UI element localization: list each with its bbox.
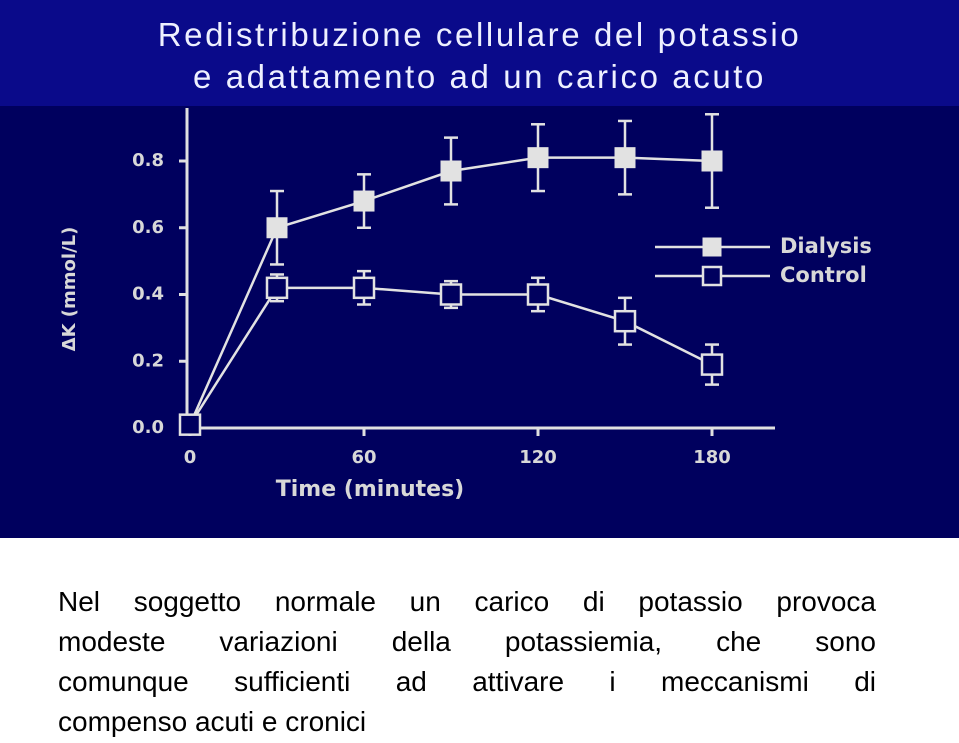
y-axis-label: ΔK (mmol/L) (59, 227, 80, 352)
legend-marker (702, 237, 722, 257)
body-text: Nel soggetto normale un carico di potass… (58, 582, 876, 742)
slide-title: e adattamento ad un carico acuto (192, 58, 767, 95)
body-line: modeste variazioni della potassiemia, ch… (58, 626, 876, 657)
y-tick-label: 0.2 (132, 350, 164, 371)
marker (440, 160, 462, 182)
body-line: compenso acuti e cronici (58, 706, 367, 737)
legend-label: Control (780, 263, 867, 287)
chart: Time (minutes) ΔK (mmol/L) 0.0 0.2 0.4 0.6 0… (0, 106, 959, 538)
x-tick-label: 0 (184, 447, 197, 468)
y-tick-label: 0.8 (132, 150, 164, 171)
body-line: comunque sufficienti ad attivare i mecca… (58, 666, 876, 697)
marker (439, 283, 463, 306)
body-line: Nel soggetto normale un carico di potass… (58, 586, 876, 617)
marker (353, 190, 375, 212)
y-tick-label: 0.4 (132, 284, 164, 305)
legend-label: Dialysis (780, 234, 872, 258)
x-axis-label: Time (minutes) (276, 477, 464, 502)
x-tick-label: 120 (519, 447, 557, 468)
marker (613, 309, 637, 333)
marker (178, 413, 202, 436)
x-tick-label: 60 (351, 447, 376, 468)
marker (352, 276, 376, 300)
marker (614, 147, 636, 169)
y-tick-label: 0.0 (132, 417, 164, 438)
marker (265, 276, 289, 300)
marker (527, 147, 549, 169)
marker (701, 150, 723, 172)
marker (700, 353, 724, 376)
y-tick-label: 0.6 (132, 217, 164, 238)
x-tick-label: 180 (693, 447, 731, 468)
slide-title: Redistribuzione cellulare del potassio (157, 16, 802, 53)
legend-marker (701, 265, 723, 287)
title-band: Redistribuzione cellulare del potassio e… (0, 0, 959, 106)
marker (266, 217, 288, 239)
marker (526, 283, 550, 306)
chart-background (0, 106, 959, 538)
